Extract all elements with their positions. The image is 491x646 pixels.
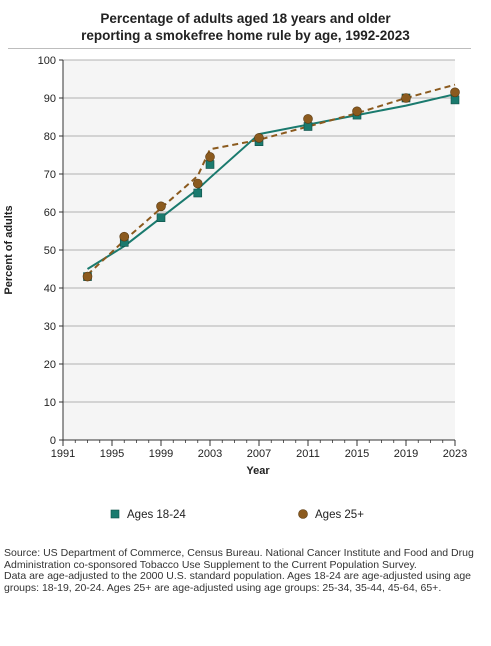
series-2-point-5	[205, 152, 215, 162]
y-tick-label-80: 80	[44, 131, 56, 143]
x-axis-title: Year	[246, 465, 270, 477]
series-2-point-3	[156, 201, 166, 212]
legend-label-2: Ages 25+	[315, 509, 364, 521]
series-2-point-9	[401, 93, 411, 103]
series-1-point-5	[205, 160, 215, 169]
x-tick-label-1995: 1995	[100, 448, 124, 460]
series-2-point-8	[352, 106, 362, 117]
x-tick-label-2015: 2015	[345, 448, 369, 460]
y-tick-label-30: 30	[44, 321, 56, 333]
series-2-point-7	[303, 114, 313, 124]
chart-notes: Source: US Department of Commerce, Censu…	[4, 547, 488, 595]
series-2-point-1	[82, 271, 93, 282]
series-2-point-10	[450, 87, 460, 98]
series-1-point-4	[193, 188, 203, 198]
y-tick-label-20: 20	[44, 359, 56, 371]
x-tick-label-1999: 1999	[149, 448, 173, 460]
y-tick-label-70: 70	[44, 169, 56, 181]
series-1-point-3	[156, 213, 166, 222]
series-line-2	[86, 83, 456, 276]
chart-title-line-2: reporting a smokefree home rule by age, …	[81, 28, 410, 43]
y-tick-label-50: 50	[44, 245, 56, 257]
y-tick-label-40: 40	[44, 283, 56, 295]
x-tick-label-2003: 2003	[198, 448, 222, 460]
x-tick-label-2007: 2007	[247, 448, 271, 460]
series-line-1	[86, 93, 456, 270]
legend-label-1: Ages 18-24	[127, 509, 186, 521]
y-axis-title: Percent of adults	[3, 205, 15, 294]
title-divider	[8, 48, 471, 49]
x-tick-label-2011: 2011	[296, 448, 320, 460]
age-adjustment-note: Data are age-adjusted to the 2000 U.S. s…	[4, 570, 471, 595]
legend-marker-2	[298, 509, 308, 519]
x-tick-label-1991: 1991	[51, 448, 75, 460]
legend-marker-1	[110, 509, 120, 519]
x-tick-label-2023: 2023	[443, 448, 467, 460]
y-tick-label-10: 10	[44, 397, 56, 409]
source-note: Source: US Department of Commerce, Censu…	[4, 547, 474, 571]
y-tick-label-0: 0	[50, 435, 56, 447]
line-chart: 0 10 20 30 40 50 60 70 80 90 100 1991 1995 1999 2003 20…	[3, 55, 467, 521]
series-2-point-4	[192, 178, 203, 189]
series-2-point-6	[254, 133, 264, 143]
y-tick-label-90: 90	[44, 93, 56, 105]
chart-title-line-1: Percentage of adults aged 18 years and o…	[100, 11, 391, 26]
series-2-point-2	[119, 231, 130, 242]
chart-title: Percentage of adults aged 18 years and o…	[0, 10, 491, 44]
x-tick-label-2019: 2019	[394, 448, 418, 460]
y-tick-label-60: 60	[44, 207, 56, 219]
y-tick-label-100: 100	[38, 55, 56, 67]
